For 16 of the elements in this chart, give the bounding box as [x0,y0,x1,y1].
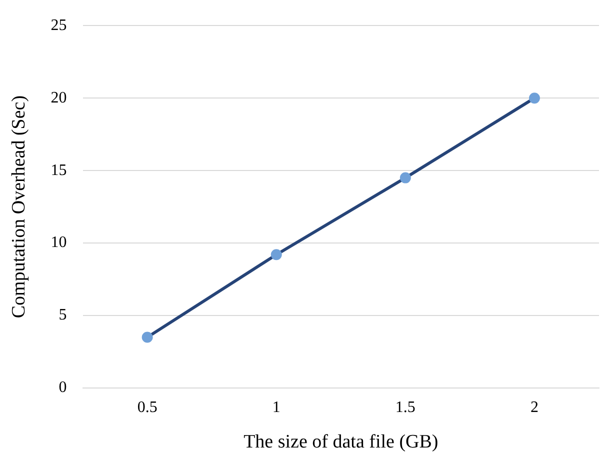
x-tick-label: 1.5 [395,398,416,416]
y-tick-label: 25 [50,16,67,34]
point [142,332,153,343]
y-tick-label: 15 [50,162,67,179]
x-tick-label: 2 [530,398,538,416]
y-axis-title: Computation Overhead (Sec) [8,95,30,318]
point [528,92,540,104]
x-tick-label: 1 [272,398,280,416]
point [270,249,282,260]
y-tick-label: 5 [58,306,67,324]
point [400,172,411,184]
y-tick-label: 20 [50,89,67,106]
y-tick-label: 10 [50,234,67,252]
y-tick-label: 0 [58,379,67,396]
x-axis-title: The size of data file (GB) [244,432,438,453]
x-tick-label: 0.5 [137,398,158,416]
